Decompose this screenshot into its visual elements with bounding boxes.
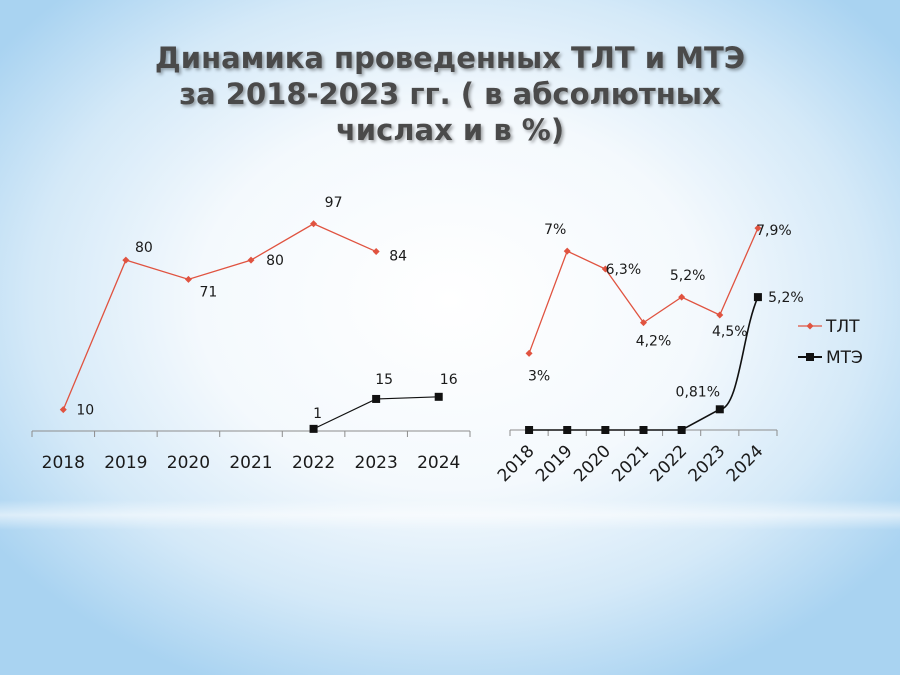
chart2-mte-point	[563, 426, 572, 434]
chart2-mte-point	[601, 426, 610, 434]
chart2-tlt-point	[716, 311, 724, 319]
chart2-tlt-data-label: 3%	[528, 368, 550, 384]
chart1-mte-point	[372, 394, 381, 403]
page-title: Динамика проведенных ТЛТ и МТЭ за 2018-2…	[154, 41, 746, 147]
chart2-tlt-data-label: 6,3%	[606, 262, 642, 278]
chart1-tlt-data-label: 97	[325, 195, 343, 211]
chart2-tlt-point	[640, 319, 647, 327]
chart2-x-tick-label: 2022	[646, 441, 691, 486]
chart1-tlt-data-label: 10	[76, 403, 94, 419]
chart2-tlt-data-label: 4,5%	[712, 324, 748, 340]
chart2-mte-point	[753, 293, 762, 302]
chart2-tlt-data-label: 4,2%	[636, 334, 672, 350]
chart2-mte-data-label: 5,2%	[768, 290, 804, 306]
chart1-tlt-line	[62, 223, 377, 410]
chart1-mte-data-label: 1	[313, 406, 322, 422]
chart1-tlt-point	[184, 275, 192, 283]
chart2-x-tick-label: 2021	[608, 441, 653, 486]
chart1-mte-data-label: 16	[440, 372, 458, 388]
chart1-mte-point	[434, 392, 443, 401]
chart2-mte-line	[529, 296, 759, 431]
chart1-x-tick-label: 2023	[355, 453, 398, 473]
chart2-mte-point	[639, 426, 648, 434]
chart2-tlt-data-label: 7,9%	[756, 223, 792, 239]
chart2-x-tick-label: 2020	[570, 441, 615, 486]
chart2-tlt-point	[754, 224, 762, 232]
chart2-tlt-point	[563, 247, 571, 255]
chart2-tlt-data-label: 5,2%	[670, 268, 706, 284]
chart1-tlt-data-label: 80	[266, 253, 284, 269]
legend-tlt-label: ТЛТ	[825, 317, 860, 337]
chart2-x-tick-label: 2018	[494, 441, 539, 486]
chart2-mte-data-label: 0,81%	[676, 384, 720, 400]
legend-tlt-marker	[806, 322, 814, 330]
chart1-x-tick-label: 2019	[104, 453, 147, 473]
chart2-tlt-point	[525, 349, 533, 357]
chart1-mte-point	[309, 424, 318, 433]
legend-mte-marker	[806, 353, 814, 361]
chart2-tlt-point	[678, 293, 686, 301]
chart1-tlt-point	[122, 256, 130, 264]
chart1-tlt-data-label: 84	[389, 249, 407, 265]
chart2-x-tick-label: 2019	[532, 441, 577, 486]
chart1-tlt-point	[247, 256, 255, 264]
chart2-tlt-point	[601, 265, 609, 273]
chart1-tlt-data-label: 71	[200, 284, 218, 300]
chart1-mte-data-label: 15	[375, 372, 393, 388]
chart1-tlt-point	[59, 406, 67, 414]
chart1-x-tick-label: 2021	[229, 453, 272, 473]
chart2-tlt-data-label: 7%	[544, 222, 566, 238]
chart1-x-tick-label: 2020	[167, 453, 210, 473]
chart1-tlt-data-label: 80	[135, 240, 153, 256]
chart1-tlt-point	[310, 220, 318, 228]
chart1-x-tick-label: 2022	[292, 453, 335, 473]
chart1-tlt-point	[372, 248, 380, 256]
chart2-mte-point	[677, 426, 686, 434]
chart1-x-tick-label: 2018	[42, 453, 85, 473]
chart1-x-tick-label: 2024	[417, 453, 460, 473]
background-glow-band	[0, 500, 900, 530]
chart2-x-tick-label: 2024	[723, 441, 768, 486]
legend-mte-label: МТЭ	[826, 348, 863, 368]
chart2-mte-point	[715, 405, 724, 414]
chart2-mte-point	[525, 426, 534, 434]
chart2-x-tick-label: 2023	[685, 441, 730, 486]
